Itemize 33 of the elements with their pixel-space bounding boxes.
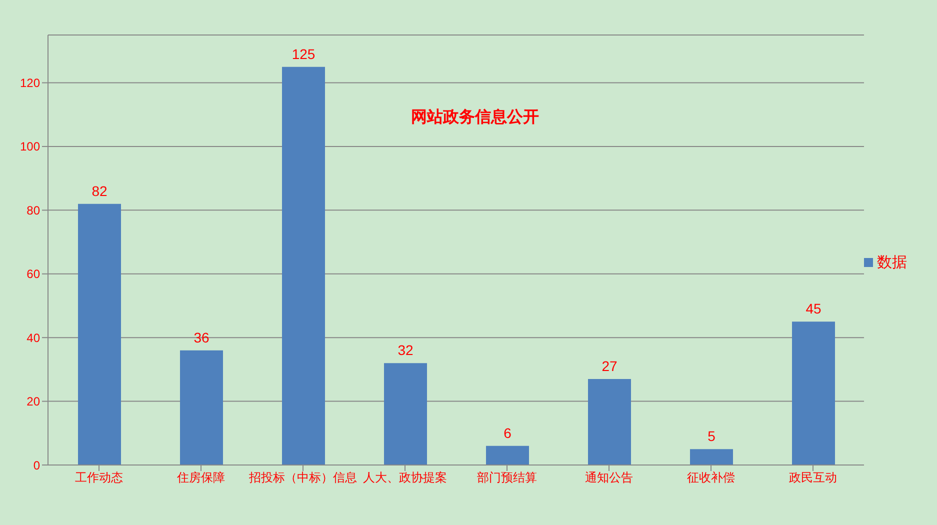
data-label: 36 — [194, 329, 210, 346]
x-tick-label: 工作动态 — [75, 470, 123, 485]
y-tick-label: 80 — [26, 203, 40, 218]
bar — [384, 363, 427, 465]
x-tick-label: 招投标（中标）信息 — [248, 470, 357, 485]
data-label: 6 — [504, 424, 512, 441]
y-tick-label: 20 — [26, 394, 40, 409]
data-label: 32 — [398, 342, 414, 358]
bar — [180, 350, 223, 465]
y-tick-label: 0 — [33, 458, 40, 472]
x-tick-label: 通知公告 — [585, 470, 633, 485]
bar — [282, 66, 325, 465]
text: 网站政务信息公开 — [411, 108, 539, 126]
x-tick-label: 政民互动 — [789, 470, 837, 485]
bar — [78, 204, 121, 465]
bar — [486, 446, 529, 465]
x-tick-label: 人大、政协提案 — [363, 470, 447, 485]
data-label: 125 — [292, 46, 316, 62]
x-tick-label: 征收补偿 — [687, 470, 735, 485]
legend-label: 数据 — [877, 254, 907, 271]
bar — [690, 449, 733, 465]
bar — [792, 322, 835, 465]
data-label: 5 — [708, 428, 716, 444]
x-tick-label: 住房保障 — [176, 470, 225, 485]
data-label: 45 — [806, 300, 822, 317]
bar — [588, 379, 631, 465]
x-tick-label: 部门预结算 — [477, 470, 537, 485]
y-tick-label: 60 — [26, 267, 40, 282]
data-label: 82 — [92, 182, 108, 199]
data-label: 27 — [602, 358, 618, 374]
y-tick-label: 100 — [20, 140, 40, 154]
y-tick-label: 40 — [26, 330, 40, 345]
y-tick-label: 120 — [20, 76, 40, 90]
